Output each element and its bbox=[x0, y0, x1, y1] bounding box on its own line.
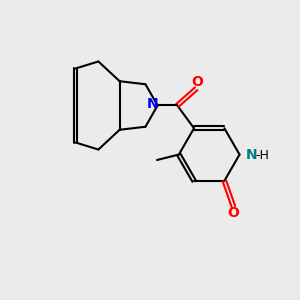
Text: N: N bbox=[146, 97, 158, 111]
Text: -H: -H bbox=[255, 149, 269, 162]
Text: N: N bbox=[246, 148, 258, 162]
Text: O: O bbox=[192, 75, 204, 89]
Text: O: O bbox=[227, 206, 239, 220]
